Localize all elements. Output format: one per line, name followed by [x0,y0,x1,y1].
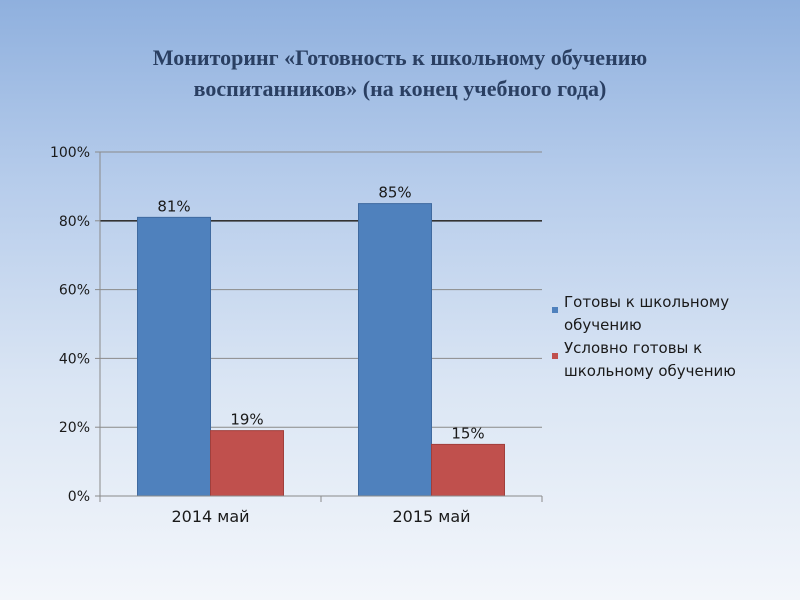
legend-item-conditional: Условно готовы к школьному обучению [552,337,782,383]
legend-label: Готовы к школьному обучению [564,293,730,334]
data-label: 85% [378,184,411,202]
legend-item-ready: Готовы к школьному обучению [552,291,782,337]
y-tick-label: 40% [59,351,90,367]
data-labels: 81% 19% 85% 15% [157,184,484,443]
y-tick-label: 0% [68,489,90,505]
bar [137,216,211,497]
bar [358,203,432,497]
legend-swatch-blue [552,307,558,313]
data-label: 15% [451,424,484,442]
title-line-1: Мониторинг «Готовность к школьному обуче… [152,45,648,70]
legend-swatch-red [552,353,558,359]
x-tick-label: 2015 май [392,507,470,526]
x-tick-label: 2014 май [171,507,249,526]
y-tick-label: 60% [59,283,90,299]
bar [431,443,505,497]
page-title: Мониторинг «Готовность к школьному обуче… [40,42,760,104]
bars [137,203,505,497]
data-label: 81% [157,197,190,215]
y-tick-label: 80% [59,214,90,230]
y-tick-label: 100% [50,145,90,161]
legend: Готовы к школьному обучению Условно гото… [552,291,782,383]
legend-label: Условно готовы к школьному обучению [564,339,736,380]
title-line-2: воспитанников» (на конец учебного года) [193,76,607,101]
axes: 0% 20% 40% 60% 80% 100% 2014 май 2015 май [50,145,543,526]
data-label: 19% [230,411,263,429]
y-tick-label: 20% [59,420,90,436]
bar [210,430,284,497]
